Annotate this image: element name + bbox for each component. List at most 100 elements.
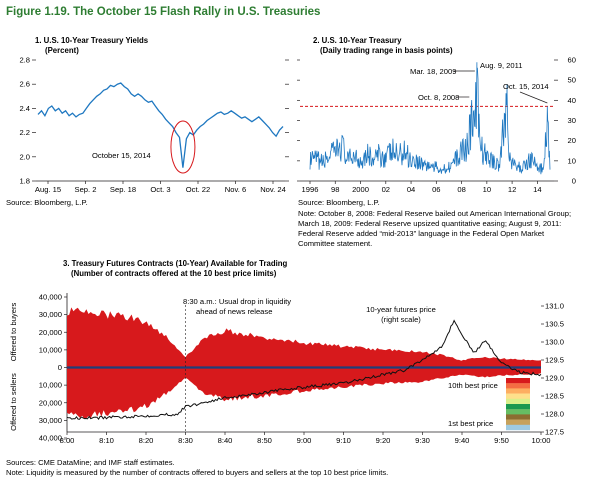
x-tick-label: 9:10	[336, 436, 351, 445]
chart2-note-line: Note: October 8, 2008: Federal Reserve b…	[298, 209, 571, 218]
ylabel-buyers: Offered to buyers	[9, 303, 18, 362]
x-tick-label: Oct. 22	[186, 185, 210, 194]
y-tick-label: 10,000	[39, 345, 62, 354]
x-tick-label: 2000	[352, 185, 369, 194]
figure-title: Figure 1.19. The October 15 Flash Rally …	[6, 6, 321, 18]
legend-swatch	[506, 383, 530, 389]
legend-swatch	[506, 419, 530, 425]
y-tick-label: 30	[568, 116, 576, 125]
y-tick-label: 50	[568, 76, 576, 85]
annotation-arrow	[519, 91, 548, 104]
y-tick-label: 2.0	[19, 152, 30, 161]
legend-swatch	[506, 409, 530, 415]
y-tick-label: 1.8	[19, 177, 30, 186]
y-tick-label: 0	[58, 363, 62, 372]
legend-swatch	[506, 388, 530, 394]
y-tick-label: 2.6	[19, 80, 30, 89]
x-tick-label: 8:50	[257, 436, 272, 445]
y-tick-label: 40,000	[39, 293, 62, 302]
right-y-tick-label: 128.0	[545, 410, 564, 419]
y-tick-label: 30,000	[39, 310, 62, 319]
event-annotation: Aug. 9, 2011	[480, 61, 523, 70]
x-tick-label: 14	[533, 185, 541, 194]
legend-label-top: 10th best price	[448, 381, 498, 390]
chart2-note-line: Committee statement.	[298, 239, 372, 248]
right-y-tick-label: 130.0	[545, 338, 564, 347]
sellers-depth-band	[67, 367, 541, 419]
y-tick-label: 20	[568, 136, 576, 145]
x-tick-label: Sep. 18	[110, 185, 136, 194]
y-tick-label: 2.2	[19, 128, 30, 137]
chart2-source: Source: Bloomberg, L.P.	[298, 198, 380, 207]
futures-price-line	[66, 319, 542, 420]
chart2-note-line: March 18, 2009: Federal Reserve upsized …	[298, 219, 561, 228]
legend-swatch	[506, 424, 530, 431]
x-tick-label: 12	[508, 185, 516, 194]
x-tick-label: Oct. 3	[150, 185, 170, 194]
x-tick-label: Nov. 6	[225, 185, 246, 194]
legend-label-bottom: 1st best price	[448, 419, 493, 428]
x-tick-label: Aug. 15	[35, 185, 61, 194]
legend-swatch	[506, 378, 530, 384]
legend-swatch	[506, 404, 530, 410]
chart2-title: 2. U.S. 10-Year Treasury	[313, 36, 402, 45]
x-tick-label: 9:00	[297, 436, 312, 445]
x-tick-label: 9:40	[455, 436, 470, 445]
y-tick-label: 30,000	[39, 416, 62, 425]
x-tick-label: 8:20	[139, 436, 154, 445]
y-tick-label: 40	[568, 96, 576, 105]
y-tick-label: 40,000	[39, 434, 62, 443]
oct15-highlight-circle	[170, 120, 196, 174]
yield-line	[37, 82, 284, 168]
chart1-source: Source: Bloomberg, L.P.	[6, 198, 88, 207]
chart1-annotation: October 15, 2014	[92, 151, 151, 160]
x-tick-label: 02	[382, 185, 390, 194]
y-tick-label: 0	[572, 177, 576, 186]
trading-range-line	[309, 62, 551, 175]
legend-swatch	[506, 414, 530, 420]
x-tick-label: 10:00	[531, 436, 550, 445]
x-tick-label: 1996	[302, 185, 319, 194]
x-tick-label: 10	[483, 185, 491, 194]
x-tick-label: 08	[457, 185, 465, 194]
right-y-tick-label: 131.0	[545, 302, 564, 311]
y-tick-label: 2.8	[19, 56, 30, 65]
event-annotation: Oct. 8, 2008	[418, 93, 459, 102]
price-annotation: 10-year futures price	[366, 305, 436, 314]
chart2-note-line: Federal Reserve added “mid-2013” languag…	[298, 229, 545, 238]
x-tick-label: 98	[331, 185, 339, 194]
x-tick-label: 8:00	[60, 436, 75, 445]
y-tick-label: 60	[568, 56, 576, 65]
y-tick-label: 2.4	[19, 104, 30, 113]
chart2-subtitle: (Daily trading range in basis points)	[320, 46, 453, 55]
right-y-tick-label: 127.5	[545, 428, 564, 437]
ylabel-sellers: Offered to sellers	[9, 373, 18, 431]
chart3-title: 3. Treasury Futures Contracts (10-Year) …	[63, 259, 288, 268]
buyers-depth-band	[67, 307, 541, 368]
x-tick-label: 9:30	[415, 436, 430, 445]
price-annotation: (right scale)	[381, 315, 421, 324]
x-tick-label: Sep. 2	[75, 185, 97, 194]
event-annotation: Mar. 18, 2009	[410, 67, 456, 76]
liquidity-drop-annotation: 8:30 a.m.: Usual drop in liquidity	[183, 297, 291, 306]
event-annotation: Oct. 15, 2014	[503, 82, 549, 91]
chart1-title: 1. U.S. 10-Year Treasury Yields	[35, 36, 149, 45]
y-tick-label: 20,000	[39, 328, 62, 337]
y-tick-label: 10	[568, 156, 576, 165]
right-y-tick-label: 129.0	[545, 374, 564, 383]
x-tick-label: 06	[432, 185, 440, 194]
x-tick-label: 9:20	[376, 436, 391, 445]
x-tick-label: 9:50	[494, 436, 509, 445]
right-y-tick-label: 129.5	[545, 356, 564, 365]
y-tick-label: 10,000	[39, 381, 62, 390]
x-tick-label: 8:40	[218, 436, 233, 445]
x-tick-label: Nov. 24	[260, 185, 286, 194]
liquidity-drop-annotation: ahead of news release	[196, 307, 272, 316]
legend-swatch	[506, 398, 530, 405]
x-tick-label: 8:10	[99, 436, 114, 445]
chart1-subtitle: (Percent)	[45, 46, 79, 55]
y-tick-label: 20,000	[39, 398, 62, 407]
chart3-note: Note: Liquidity is measured by the numbe…	[6, 468, 388, 477]
chart3-sources: Sources: CME DataMine; and IMF staff est…	[6, 458, 175, 467]
chart3-subtitle: (Number of contracts offered at the 10 b…	[71, 269, 277, 278]
